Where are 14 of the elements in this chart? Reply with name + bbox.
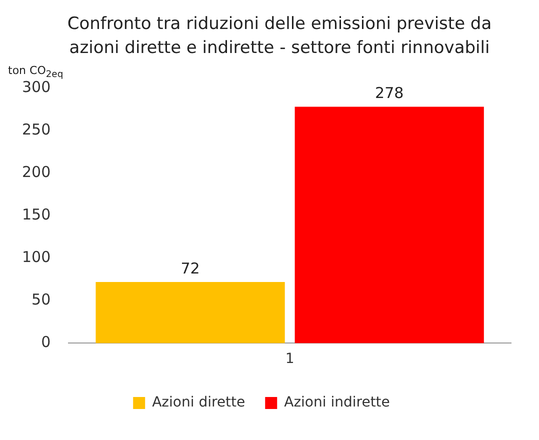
- y-tick-label: 0: [41, 333, 51, 352]
- y-tick-label: 150: [22, 205, 51, 224]
- legend-label: Azioni dirette: [152, 394, 246, 411]
- y-tick-label: 100: [22, 248, 51, 266]
- data-label: 72: [180, 259, 200, 278]
- y-tick-label: 250: [22, 120, 51, 138]
- legend-label: Azioni indirette: [284, 394, 390, 411]
- chart-title: Confronto tra riduzioni delle emissioni previste da azioni dirette e indirette - settore fonti rinnovabili: [66, 13, 493, 60]
- y-tick-label: 200: [22, 162, 51, 181]
- y-tick-label: 50: [32, 290, 51, 309]
- data-label: 278: [375, 84, 404, 102]
- y-tick-label: 300: [22, 78, 51, 96]
- y-axis-title: ton CO$_{2eq}$: [8, 64, 64, 80]
- x-tick-label: 1: [285, 351, 294, 368]
